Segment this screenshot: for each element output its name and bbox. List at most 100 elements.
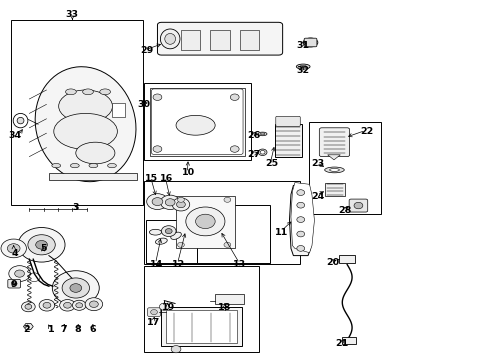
Ellipse shape xyxy=(260,133,264,135)
Text: 5: 5 xyxy=(41,244,47,253)
Circle shape xyxy=(76,303,82,308)
Bar xyxy=(143,181,300,264)
Ellipse shape xyxy=(89,163,98,168)
FancyBboxPatch shape xyxy=(319,128,349,157)
Text: 16: 16 xyxy=(159,174,173,183)
Circle shape xyxy=(260,150,264,154)
Circle shape xyxy=(28,235,55,255)
FancyBboxPatch shape xyxy=(157,22,282,55)
FancyBboxPatch shape xyxy=(342,337,355,344)
Text: 21: 21 xyxy=(335,339,348,348)
Circle shape xyxy=(152,198,163,206)
Text: 32: 32 xyxy=(296,66,309,75)
Bar xyxy=(308,122,381,214)
FancyBboxPatch shape xyxy=(275,116,300,126)
Bar xyxy=(11,20,142,205)
Circle shape xyxy=(153,94,162,100)
FancyBboxPatch shape xyxy=(239,30,259,50)
Text: 27: 27 xyxy=(247,150,261,159)
Circle shape xyxy=(21,302,35,312)
Text: 7: 7 xyxy=(60,325,67,334)
Ellipse shape xyxy=(13,113,28,128)
Circle shape xyxy=(146,194,168,210)
FancyBboxPatch shape xyxy=(49,173,137,180)
Ellipse shape xyxy=(155,238,167,244)
Text: 2: 2 xyxy=(23,325,30,334)
Ellipse shape xyxy=(324,167,344,173)
Circle shape xyxy=(165,199,175,206)
Polygon shape xyxy=(289,185,312,256)
Circle shape xyxy=(36,240,47,249)
Circle shape xyxy=(7,244,20,253)
Text: 24: 24 xyxy=(310,192,324,201)
Bar xyxy=(143,83,251,160)
Ellipse shape xyxy=(76,142,115,164)
Circle shape xyxy=(296,202,304,208)
Circle shape xyxy=(72,300,86,310)
Ellipse shape xyxy=(299,66,306,68)
Text: 30: 30 xyxy=(138,100,150,109)
Text: 6: 6 xyxy=(89,325,96,334)
Circle shape xyxy=(43,302,51,308)
Text: 25: 25 xyxy=(264,159,277,168)
Text: 17: 17 xyxy=(147,318,161,327)
Ellipse shape xyxy=(65,89,76,95)
Ellipse shape xyxy=(59,90,112,122)
Circle shape xyxy=(230,94,239,100)
Circle shape xyxy=(18,228,65,262)
FancyBboxPatch shape xyxy=(274,124,301,157)
Text: 3: 3 xyxy=(72,202,79,211)
FancyBboxPatch shape xyxy=(112,103,124,117)
Circle shape xyxy=(25,304,32,309)
Circle shape xyxy=(177,242,184,247)
Text: 18: 18 xyxy=(218,303,231,312)
Ellipse shape xyxy=(329,168,339,171)
Circle shape xyxy=(39,300,55,311)
Ellipse shape xyxy=(52,163,61,168)
Text: 1: 1 xyxy=(48,325,55,334)
FancyBboxPatch shape xyxy=(149,88,244,156)
Ellipse shape xyxy=(107,163,116,168)
Text: 15: 15 xyxy=(145,174,158,183)
Ellipse shape xyxy=(149,229,161,235)
FancyBboxPatch shape xyxy=(339,255,354,263)
FancyBboxPatch shape xyxy=(325,183,344,196)
Ellipse shape xyxy=(170,232,181,239)
Circle shape xyxy=(296,217,304,222)
Polygon shape xyxy=(327,155,340,160)
Circle shape xyxy=(296,231,304,237)
Text: 9: 9 xyxy=(10,280,17,289)
Circle shape xyxy=(185,207,224,236)
Circle shape xyxy=(296,246,304,251)
Circle shape xyxy=(258,149,266,156)
Circle shape xyxy=(176,201,185,208)
Circle shape xyxy=(1,239,26,258)
Text: 8: 8 xyxy=(75,325,81,334)
Circle shape xyxy=(195,214,215,229)
Circle shape xyxy=(191,120,200,126)
Text: 20: 20 xyxy=(325,258,338,267)
Circle shape xyxy=(224,242,230,247)
Text: 34: 34 xyxy=(8,130,21,139)
Circle shape xyxy=(60,300,75,311)
Text: 13: 13 xyxy=(233,260,245,269)
Ellipse shape xyxy=(296,64,309,69)
FancyBboxPatch shape xyxy=(8,279,20,288)
FancyBboxPatch shape xyxy=(304,38,316,47)
FancyBboxPatch shape xyxy=(181,30,200,50)
Circle shape xyxy=(165,229,172,234)
Circle shape xyxy=(353,202,362,209)
Text: 11: 11 xyxy=(274,228,287,237)
Text: 23: 23 xyxy=(311,159,324,168)
Ellipse shape xyxy=(70,163,79,168)
Circle shape xyxy=(89,301,98,307)
FancyBboxPatch shape xyxy=(147,308,160,316)
Ellipse shape xyxy=(303,38,317,47)
Text: 12: 12 xyxy=(171,260,185,269)
Text: 4: 4 xyxy=(11,249,18,258)
Circle shape xyxy=(150,310,157,315)
Text: 19: 19 xyxy=(162,303,175,312)
Ellipse shape xyxy=(35,67,136,182)
Bar xyxy=(143,266,258,352)
Ellipse shape xyxy=(160,29,180,49)
